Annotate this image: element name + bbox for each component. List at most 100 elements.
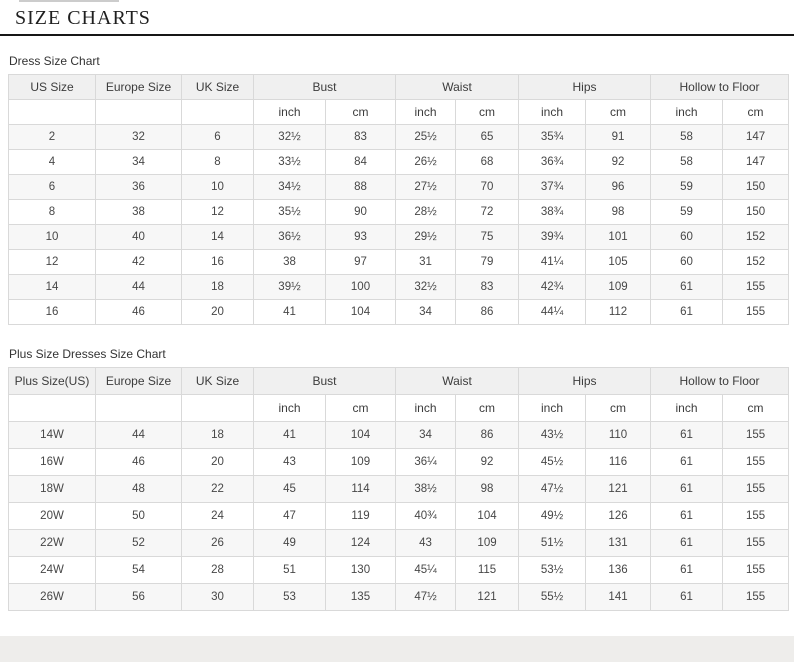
table-cell: 18 <box>181 274 254 300</box>
table-cell: 43½ <box>518 421 587 449</box>
top-divider-fragment <box>19 0 119 2</box>
table-cell: 30 <box>181 583 254 611</box>
bottom-background-band <box>0 636 794 662</box>
table-cell: 48 <box>95 475 182 503</box>
table-cell: 135 <box>324 583 397 611</box>
size-column-header: UK Size <box>181 74 254 100</box>
table-cell: 61 <box>650 299 724 325</box>
table-cell: 86 <box>455 299 520 325</box>
empty-header-cell <box>95 99 182 125</box>
measure-column-header: Hollow to Floor <box>650 367 790 395</box>
table-cell: 155 <box>722 299 790 325</box>
table-cell: 52 <box>95 529 182 557</box>
table-cell: 20 <box>181 448 254 476</box>
measure-column-header: Waist <box>395 74 520 100</box>
table-row: 6 36 10 34½ 88 27½ 70 37¾ 96 59 150 <box>8 174 790 200</box>
table-cell: 100 <box>324 274 397 300</box>
table-cell: 61 <box>650 529 724 557</box>
table-cell: 72 <box>455 199 520 225</box>
table-cell: 34 <box>395 421 457 449</box>
size-column-header: US Size <box>8 74 96 100</box>
table-cell: 2 <box>8 124 96 150</box>
table-cell: 109 <box>324 448 397 476</box>
table-cell: 20W <box>8 502 96 530</box>
unit-header-cell: inch <box>253 394 326 422</box>
dress-size-chart-table: US Size Europe Size UK Size Bust Waist Hips Ho… <box>8 74 790 325</box>
table-cell: 61 <box>650 556 724 584</box>
measure-column-header: Bust <box>252 367 397 395</box>
table-cell: 14 <box>8 274 96 300</box>
table-cell: 51 <box>253 556 326 584</box>
table-cell: 104 <box>324 421 397 449</box>
measure-column-header: Hips <box>518 367 652 395</box>
table-cell: 29½ <box>395 224 457 250</box>
table-cell: 10 <box>181 174 254 200</box>
table-cell: 4 <box>8 149 96 175</box>
table-cell: 51½ <box>518 529 587 557</box>
table-cell: 24 <box>181 502 254 530</box>
table-cell: 136 <box>585 556 652 584</box>
table-row: 16 46 20 41 104 34 86 44¼ 112 61 155 <box>8 299 790 325</box>
measure-column-header: Hips <box>518 74 652 100</box>
empty-header-cell <box>95 394 182 422</box>
table-row: 10 40 14 36½ 93 29½ 75 39¾ 101 60 152 <box>8 224 790 250</box>
empty-header-cell <box>8 394 96 422</box>
table-cell: 38¾ <box>518 199 587 225</box>
table-cell: 42 <box>95 249 182 275</box>
table-cell: 28½ <box>395 199 457 225</box>
table-cell: 45½ <box>518 448 587 476</box>
table-cell: 38 <box>253 249 326 275</box>
table-cell: 54 <box>95 556 182 584</box>
unit-header-cell: cm <box>585 394 652 422</box>
column-header-row: US Size Europe Size UK Size Bust Waist Hips Ho… <box>8 74 790 100</box>
table-cell: 155 <box>722 421 790 449</box>
table-cell: 40¾ <box>395 502 457 530</box>
table-cell: 35½ <box>253 199 326 225</box>
table-cell: 60 <box>650 224 724 250</box>
size-column-header: UK Size <box>181 367 254 395</box>
table-cell: 114 <box>324 475 397 503</box>
unit-header-cell: cm <box>324 99 397 125</box>
dress-size-chart-section: Dress Size Chart US Size Europe Size UK Si… <box>0 54 794 325</box>
table-cell: 104 <box>455 502 520 530</box>
table-cell: 14W <box>8 421 96 449</box>
table-cell: 59 <box>650 174 724 200</box>
table-row: 2 32 6 32½ 83 25½ 65 35¾ 91 58 147 <box>8 124 790 150</box>
table-cell: 93 <box>324 224 397 250</box>
table-row: 26W 56 30 53 135 47½ 121 55½ 141 61 155 <box>8 583 790 611</box>
table-cell: 22 <box>181 475 254 503</box>
table-cell: 124 <box>324 529 397 557</box>
unit-header-cell: cm <box>324 394 397 422</box>
table-row: 22W 52 26 49 124 43 109 51½ 131 61 155 <box>8 529 790 557</box>
table-row: 12 42 16 38 97 31 79 41¼ 105 60 152 <box>8 249 790 275</box>
table-cell: 75 <box>455 224 520 250</box>
table-cell: 126 <box>585 502 652 530</box>
table-cell: 121 <box>455 583 520 611</box>
table-cell: 61 <box>650 475 724 503</box>
table-cell: 155 <box>722 556 790 584</box>
table-cell: 131 <box>585 529 652 557</box>
table-cell: 38½ <box>395 475 457 503</box>
table-cell: 90 <box>324 199 397 225</box>
table-cell: 98 <box>585 199 652 225</box>
table-cell: 155 <box>722 583 790 611</box>
table-cell: 22W <box>8 529 96 557</box>
unit-header-cell: inch <box>518 99 587 125</box>
measure-column-header: Waist <box>395 367 520 395</box>
table-cell: 152 <box>722 249 790 275</box>
table-row: 20W 50 24 47 119 40¾ 104 49½ 126 61 155 <box>8 502 790 530</box>
table-cell: 39½ <box>253 274 326 300</box>
table-cell: 31 <box>395 249 457 275</box>
table-cell: 61 <box>650 448 724 476</box>
unit-header-cell: inch <box>395 394 457 422</box>
table-cell: 41 <box>253 421 326 449</box>
table-cell: 61 <box>650 274 724 300</box>
table-cell: 96 <box>585 174 652 200</box>
table-cell: 53½ <box>518 556 587 584</box>
table-cell: 32 <box>95 124 182 150</box>
table-row: 14 44 18 39½ 100 32½ 83 42¾ 109 61 155 <box>8 274 790 300</box>
dress-size-chart-label: Dress Size Chart <box>9 54 100 68</box>
table-row: 18W 48 22 45 114 38½ 98 47½ 121 61 155 <box>8 475 790 503</box>
table-cell: 6 <box>8 174 96 200</box>
